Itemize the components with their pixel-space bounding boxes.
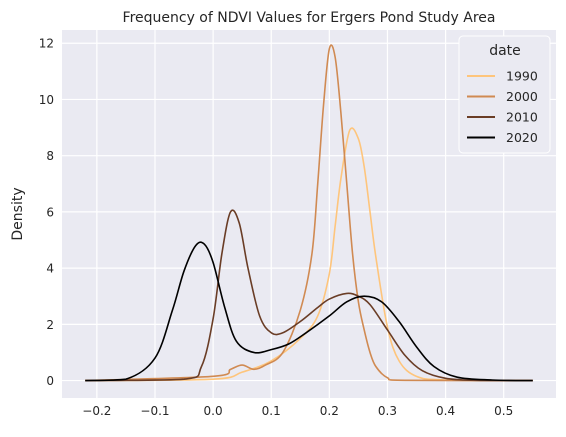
y-tick-label: 8 — [46, 149, 54, 163]
x-tick-labels: −0.2 −0.1 0.0 0.1 0.2 0.3 0.4 0.5 — [82, 404, 513, 418]
y-tick-label: 4 — [46, 262, 54, 276]
x-tick-label: 0.4 — [436, 404, 455, 418]
y-tick-label: 2 — [46, 318, 54, 332]
legend-title: date — [489, 43, 521, 59]
y-tick-label: 0 — [46, 374, 54, 388]
series-line-2010 — [85, 209, 533, 382]
legend-label-2000: 2000 — [506, 89, 538, 104]
chart-title: Frequency of NDVI Values for Ergers Pond… — [123, 10, 496, 26]
x-tick-label: 0.0 — [204, 404, 223, 418]
x-tick-label: 0.1 — [262, 404, 281, 418]
x-tick-label: 0.2 — [320, 404, 339, 418]
legend: date 1990 2000 2010 2020 — [458, 35, 551, 154]
x-tick-label: 0.5 — [494, 404, 513, 418]
y-tick-label: 10 — [39, 93, 54, 107]
y-tick-label: 12 — [39, 37, 54, 51]
x-tick-label: 0.3 — [378, 404, 397, 418]
y-axis-label: Density — [10, 187, 26, 240]
legend-label-2010: 2010 — [506, 110, 538, 125]
x-tick-label: −0.1 — [140, 404, 169, 418]
legend-label-2020: 2020 — [506, 130, 538, 145]
legend-items: 1990 2000 2010 2020 — [467, 69, 538, 145]
x-tick-label: −0.2 — [82, 404, 111, 418]
y-tick-label: 6 — [46, 205, 54, 219]
series-line-1990 — [85, 127, 533, 382]
legend-label-1990: 1990 — [506, 69, 538, 84]
series-line-2000 — [85, 44, 533, 382]
series-line-2020 — [85, 241, 533, 382]
y-tick-labels: 0 2 4 6 8 10 12 — [39, 37, 54, 388]
series-group — [85, 44, 533, 382]
legend-box — [458, 35, 551, 154]
